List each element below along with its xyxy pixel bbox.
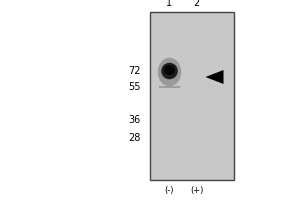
Text: 72: 72: [128, 66, 141, 76]
Ellipse shape: [164, 65, 175, 75]
Text: 36: 36: [129, 115, 141, 125]
Text: 28: 28: [129, 133, 141, 143]
Polygon shape: [206, 70, 224, 84]
Text: 55: 55: [128, 82, 141, 92]
Text: 1: 1: [167, 0, 172, 8]
Ellipse shape: [158, 58, 181, 86]
Bar: [159, 86, 180, 88]
Bar: [150, 12, 234, 180]
Ellipse shape: [161, 63, 178, 79]
Text: 2: 2: [194, 0, 200, 8]
Text: (-): (-): [165, 186, 174, 194]
Text: (+): (+): [190, 186, 203, 194]
